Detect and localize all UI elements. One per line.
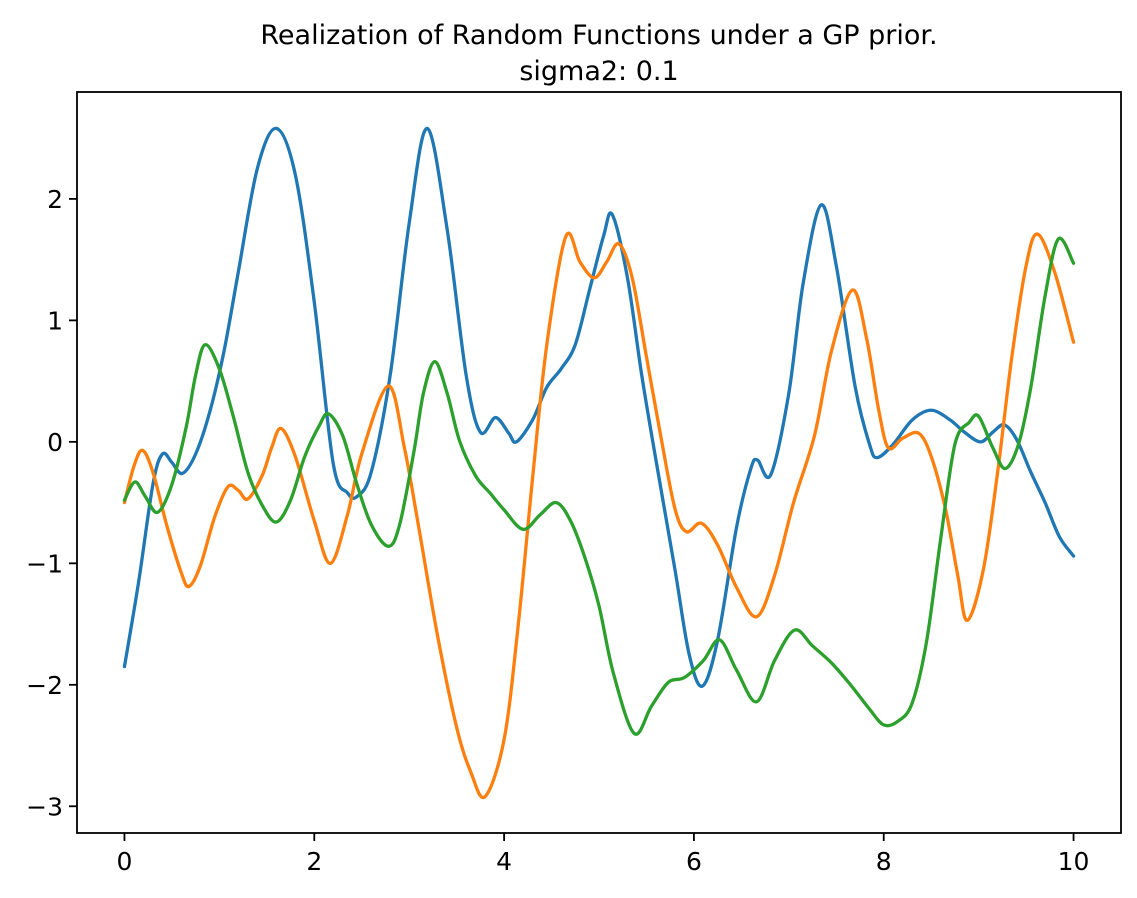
- series-line-gp-sample-1: [122, 126, 1076, 688]
- x-tick-label: 8: [876, 847, 892, 876]
- x-tick-label: 10: [1058, 847, 1090, 876]
- y-tick-label: 2: [47, 185, 63, 214]
- x-axis: 0 2 4 6 8 10: [117, 833, 1090, 876]
- x-tick-label: 2: [306, 847, 322, 876]
- y-tick-label: −3: [26, 792, 63, 821]
- y-tick-label: 1: [47, 306, 63, 335]
- series-line-gp-sample-3: [122, 236, 1076, 736]
- chart-title-line1: Realization of Random Functions under a …: [260, 20, 937, 51]
- y-tick-label: −1: [26, 549, 63, 578]
- series-lines: [122, 126, 1076, 800]
- x-tick-label: 0: [117, 847, 133, 876]
- x-tick-label: 6: [686, 847, 702, 876]
- x-tick-label: 4: [496, 847, 512, 876]
- y-axis: 2 1 0 −1 −2 −3: [26, 185, 77, 821]
- chart-title-line2: sigma2: 0.1: [519, 56, 678, 87]
- y-tick-label: 0: [47, 428, 63, 457]
- plot-area-border: [76, 91, 1122, 834]
- y-tick-label: −2: [26, 671, 63, 700]
